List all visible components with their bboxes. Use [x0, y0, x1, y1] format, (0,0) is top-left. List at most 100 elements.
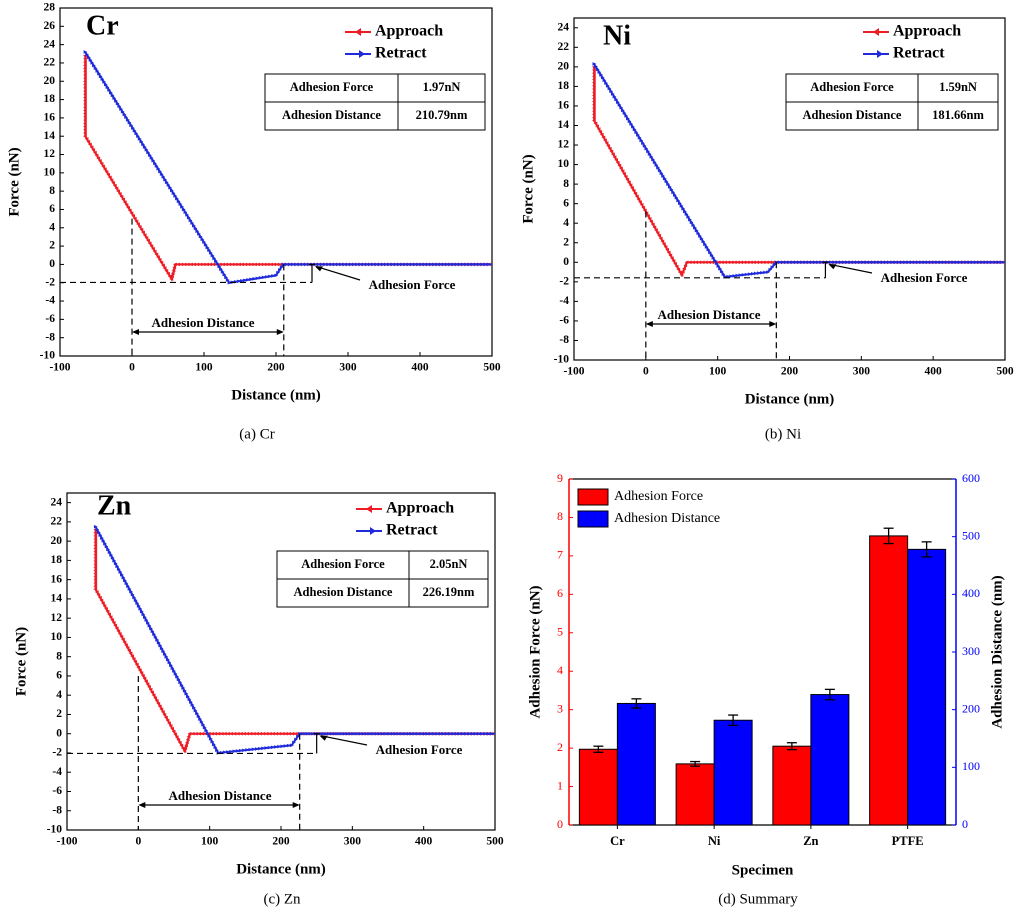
series-marker	[207, 734, 212, 738]
legend: Approach Retract	[863, 23, 961, 62]
series-marker	[198, 262, 203, 267]
series-marker	[591, 71, 596, 75]
series-marker	[764, 260, 769, 265]
series-marker	[151, 247, 155, 251]
series-marker	[115, 101, 120, 106]
series-marker	[352, 262, 357, 267]
series-marker	[267, 731, 272, 736]
y-tick-label: -8	[559, 334, 569, 346]
series-marker	[93, 549, 98, 554]
series-marker	[184, 740, 189, 745]
series-marker	[111, 181, 116, 185]
series-marker	[271, 731, 275, 736]
series-marker	[649, 154, 654, 159]
series-marker	[201, 722, 206, 727]
series-marker	[606, 144, 611, 148]
series-marker	[607, 146, 612, 151]
series-marker	[127, 120, 132, 125]
series-markers-retract	[592, 62, 1004, 279]
series-marker	[159, 646, 164, 651]
series-marker	[394, 262, 398, 267]
x-axis-label: Distance (nm)	[236, 861, 326, 877]
x-tick-label: 200	[272, 836, 290, 848]
series-marker	[166, 657, 170, 662]
series-marker	[83, 98, 87, 103]
series-marker	[971, 260, 975, 265]
series-marker	[125, 646, 130, 650]
series-marker	[114, 99, 118, 103]
y-tick-label: -4	[52, 766, 62, 778]
series-marker	[121, 637, 125, 642]
series-marker	[591, 115, 596, 120]
series-marker	[113, 561, 118, 566]
y-tick-label: -2	[559, 275, 569, 287]
y-tick-label: -6	[45, 313, 55, 325]
series-marker	[106, 172, 111, 177]
series-marker	[144, 679, 148, 684]
x-tick-label: 500	[483, 362, 501, 374]
x-tick-label: Cr	[610, 834, 625, 848]
series-marker	[142, 676, 147, 681]
series-marker	[490, 731, 494, 736]
x-axis-label: Specimen	[732, 862, 794, 878]
series-marker	[215, 261, 220, 266]
y-tick-label: 4	[56, 689, 62, 701]
legend-marker	[873, 28, 879, 36]
series-marker	[176, 677, 181, 682]
series-marker	[829, 260, 834, 265]
series-marker	[131, 657, 136, 661]
series-marker	[607, 86, 612, 91]
series-marker	[182, 262, 187, 267]
series-marker	[109, 553, 114, 557]
series-marker	[900, 260, 905, 265]
y-tick-label: 14	[44, 130, 56, 142]
series-marker	[181, 686, 186, 690]
y-axis-label: Force (nN)	[6, 147, 22, 216]
series-marker	[864, 260, 869, 265]
series-marker	[676, 267, 681, 272]
series-marker	[432, 731, 437, 736]
legend: Adhesion Force Adhesion Distance	[577, 488, 720, 528]
series-marker	[155, 638, 160, 642]
series-marker	[597, 70, 602, 74]
y-tick-label: 0	[49, 258, 55, 270]
series-marker	[186, 734, 191, 739]
series-marker	[97, 159, 102, 163]
series-marker	[673, 261, 677, 266]
series-marker	[129, 211, 134, 215]
series-marker	[170, 274, 174, 278]
series-marker	[330, 731, 334, 736]
series-marker	[300, 262, 305, 267]
series-marker	[275, 262, 280, 267]
series-marker	[787, 260, 792, 265]
panel-label: Zn	[97, 490, 132, 521]
series-marker	[768, 267, 773, 272]
series-markers-retract	[83, 50, 491, 285]
series-marker	[125, 118, 130, 122]
series-marker	[277, 744, 282, 749]
series-marker	[657, 168, 662, 173]
y-right-tick-label: 500	[962, 528, 980, 542]
series-marker	[919, 260, 924, 265]
adhesion-table: Adhesion Force 1.59nN Adhesion Distance 181…	[785, 73, 999, 131]
series-marker	[591, 112, 596, 117]
series-marker	[173, 194, 178, 198]
series-marker	[599, 132, 604, 137]
series-marker	[158, 643, 163, 648]
series-marker	[677, 270, 682, 274]
series-marker	[313, 262, 318, 267]
series-marker	[135, 601, 140, 605]
series-marker	[93, 537, 98, 541]
series-marker	[240, 278, 244, 283]
series-marker	[222, 272, 227, 277]
y-tick-label: 6	[56, 670, 62, 682]
series-marker	[744, 272, 749, 277]
series-marker	[636, 197, 641, 201]
series-marker	[101, 601, 105, 606]
series-marker	[755, 260, 760, 265]
series-marker	[276, 270, 280, 275]
table-label: Adhesion Force	[301, 557, 385, 571]
series-marker	[332, 262, 337, 267]
series-marker	[157, 704, 162, 709]
